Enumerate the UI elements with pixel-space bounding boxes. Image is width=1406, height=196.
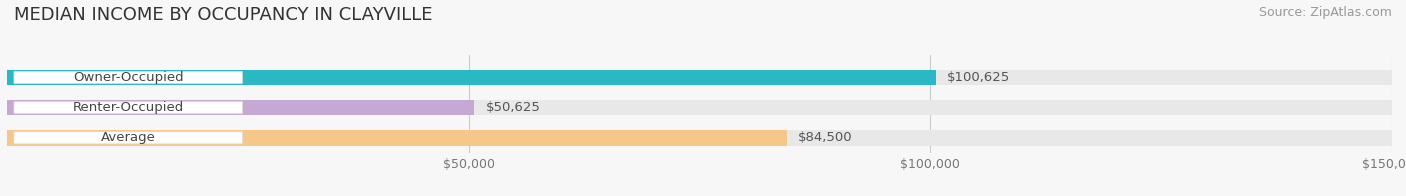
FancyBboxPatch shape [14, 132, 242, 144]
Bar [7, 130, 1392, 146]
Text: $100,625: $100,625 [948, 71, 1011, 84]
Text: Average: Average [101, 131, 156, 144]
Text: Renter-Occupied: Renter-Occupied [73, 101, 184, 114]
FancyBboxPatch shape [14, 102, 242, 114]
Text: $50,625: $50,625 [485, 101, 540, 114]
Bar [7, 100, 1392, 115]
FancyBboxPatch shape [14, 72, 242, 83]
Text: $84,500: $84,500 [799, 131, 853, 144]
Text: Owner-Occupied: Owner-Occupied [73, 71, 184, 84]
Bar [7, 70, 936, 85]
Text: Source: ZipAtlas.com: Source: ZipAtlas.com [1258, 6, 1392, 19]
Bar [7, 130, 787, 146]
Text: MEDIAN INCOME BY OCCUPANCY IN CLAYVILLE: MEDIAN INCOME BY OCCUPANCY IN CLAYVILLE [14, 6, 433, 24]
Bar [7, 100, 474, 115]
Bar [7, 70, 1392, 85]
